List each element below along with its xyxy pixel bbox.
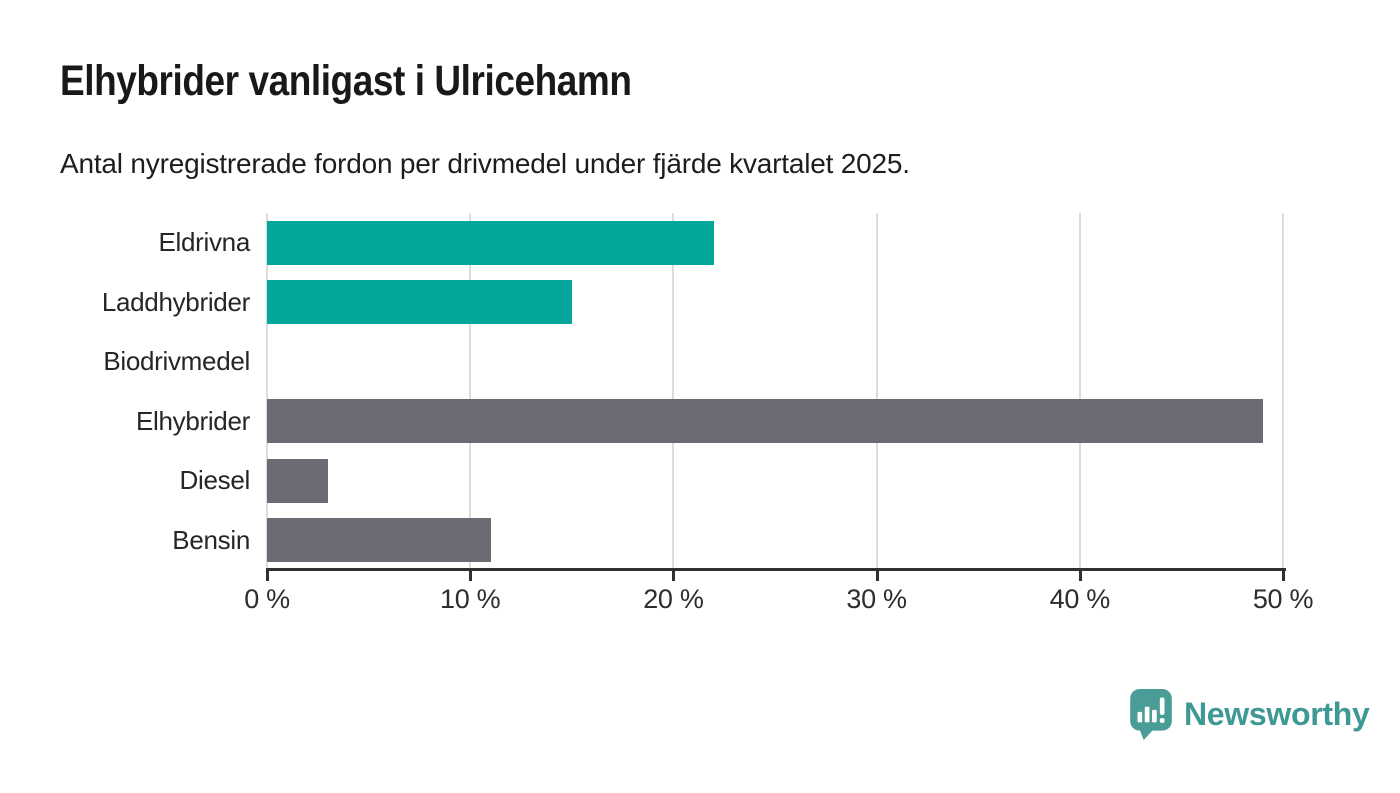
category-labels: Eldrivna Laddhybrider Biodrivmedel Elhybrid… bbox=[0, 213, 250, 570]
x-tick-label-50: 50 % bbox=[1252, 584, 1314, 614]
mini-bar-chart-glyph bbox=[1137, 697, 1165, 723]
bar-laddhybrider bbox=[267, 280, 572, 325]
x-tick-40 bbox=[1078, 568, 1082, 581]
plot-area bbox=[266, 213, 1284, 570]
x-tick-50 bbox=[1282, 568, 1285, 581]
gridline-10 bbox=[469, 213, 472, 570]
newsworthy-logo-icon bbox=[1130, 689, 1172, 740]
x-tick-30 bbox=[875, 568, 879, 581]
gridline-50 bbox=[1282, 213, 1284, 570]
x-tick-label-0: 0 % bbox=[244, 584, 290, 614]
x-tick-label-10: 10 % bbox=[440, 584, 501, 614]
brand-footer: Newsworthy bbox=[1128, 688, 1370, 740]
x-tick-label-20: 20 % bbox=[643, 584, 704, 614]
gridline-20 bbox=[672, 213, 675, 570]
category-label-bensin: Bensin bbox=[172, 524, 250, 555]
bar-eldrivna bbox=[267, 220, 715, 265]
category-label-diesel: Diesel bbox=[179, 465, 251, 495]
brand-name: Newsworthy bbox=[1184, 695, 1370, 732]
category-label-elhybrider: Elhybrider bbox=[135, 405, 250, 436]
gridline-30 bbox=[875, 213, 878, 570]
x-tick-10 bbox=[469, 568, 473, 581]
category-label-biodrivmedel: Biodrivmedel bbox=[103, 346, 250, 376]
speech-bubble-shape bbox=[1130, 689, 1172, 740]
x-axis-line bbox=[267, 568, 1286, 571]
chart-title: Elhybrider vanligast i Ulricehamn bbox=[60, 57, 632, 105]
bar-bensin bbox=[267, 518, 491, 563]
bar-elhybrider bbox=[267, 399, 1263, 444]
x-tick-20 bbox=[672, 568, 676, 581]
chart-subtitle: Antal nyregistrerade fordon per drivmede… bbox=[60, 148, 910, 179]
gridline-40 bbox=[1078, 213, 1081, 570]
x-tick-0 bbox=[266, 568, 269, 581]
x-tick-label-40: 40 % bbox=[1049, 584, 1111, 614]
gridline-0 bbox=[266, 213, 268, 570]
x-tick-label-30: 30 % bbox=[846, 584, 907, 614]
category-label-laddhybrider: Laddhybrider bbox=[101, 286, 250, 317]
category-label-eldrivna: Eldrivna bbox=[158, 227, 250, 257]
bar-diesel bbox=[267, 458, 328, 503]
